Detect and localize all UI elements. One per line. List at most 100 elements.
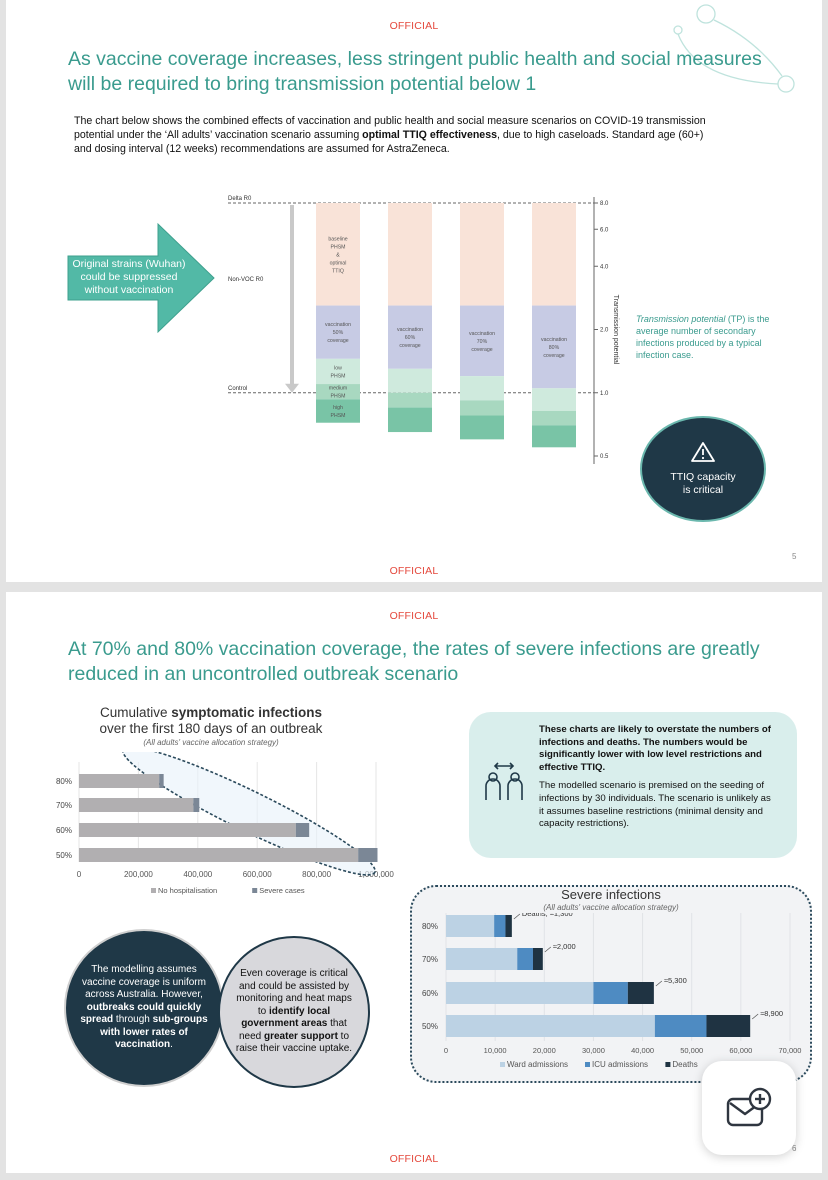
tp-segment-label: coverage: [399, 343, 420, 349]
suppression-arrow-head: [285, 383, 299, 393]
intro-text-bold: optimal TTIQ effectiveness: [362, 129, 497, 141]
bar-segment: [193, 798, 200, 812]
tp-segment-label: coverage: [543, 353, 564, 359]
tp-segment: [532, 388, 576, 411]
legend-swatch: [500, 1062, 505, 1067]
tp-segment-label: 70%: [477, 339, 488, 345]
y-axis-label: Transmission potential: [612, 295, 619, 365]
official-marking-footer: OFFICIAL: [389, 565, 439, 577]
tp-segment: [532, 305, 576, 389]
official-marking: OFFICIAL: [389, 610, 439, 622]
gc-d: greater support: [264, 1030, 338, 1042]
x-tick-label: 30,000: [582, 1046, 605, 1055]
warning-icon: [691, 442, 715, 462]
gc-a: Even coverage is critical and could be a…: [236, 967, 352, 1017]
tp-segment: [316, 305, 360, 359]
x-tick-label: 0: [77, 870, 82, 879]
gc-c: that need: [238, 1018, 347, 1042]
symptomatic-title-a: Cumulative: [99, 705, 172, 720]
legend-label: Ward admissions: [507, 1060, 568, 1069]
tp-segment-label: baseline: [328, 236, 347, 242]
category-label: 60%: [56, 826, 72, 835]
legend-swatch: [585, 1062, 590, 1067]
severe-chart-title: Severe infections: [561, 887, 661, 902]
tp-segment: [460, 203, 504, 306]
bar-segment: [79, 823, 296, 837]
x-tick-label: 70,000: [779, 1046, 802, 1055]
x-tick-label: 200,000: [124, 870, 153, 879]
caveat-box: These charts are likely to overstate the…: [469, 712, 797, 858]
tp-segment-label: 60%: [405, 335, 416, 341]
category-label: 70%: [422, 955, 438, 964]
tp-segment-label: medium: [329, 386, 347, 392]
tp-segment-label: 50%: [333, 330, 344, 336]
tp-segment: [316, 399, 360, 423]
social-distancing-icon: [485, 762, 523, 800]
arrow-label: Original strains (Wuhan) could be suppre…: [72, 258, 186, 296]
category-label: 60%: [422, 989, 438, 998]
page-number: 5: [792, 552, 797, 561]
legend-swatch: [151, 888, 156, 893]
bar-segment: [517, 948, 533, 970]
severe-chart-subtitle: (All adults' vaccine allocation strategy…: [543, 903, 679, 912]
intro-text-a: The chart below shows the combined effec…: [74, 115, 706, 141]
tp-segment-label: vaccination: [541, 337, 567, 343]
annotation-leader: [513, 913, 521, 920]
bar-segment: [79, 774, 160, 788]
uniform-coverage-circle: The modelling assumes vaccine coverage i…: [64, 929, 224, 1087]
original-strains-arrow: [67, 222, 215, 334]
annotation-leader: [751, 1013, 759, 1020]
reference-label: Control: [228, 386, 247, 392]
tp-segment-label: 80%: [549, 345, 560, 351]
tp-segment: [388, 392, 432, 408]
tp-definition: Transmission potential (TP) is the avera…: [636, 313, 776, 361]
bar-segment: [358, 848, 378, 862]
page-number: 6: [792, 1144, 797, 1153]
caveat-bold-text: These charts are likely to overstate the…: [539, 724, 777, 774]
decorative-network-graphic: [673, 4, 795, 93]
tp-definition-text: (TP) is the average number of secondary …: [636, 314, 770, 360]
bar-segment: [295, 823, 310, 837]
symptomatic-chart-subtitle: (All adults' vaccine allocation strategy…: [143, 738, 279, 747]
category-label: 50%: [56, 851, 72, 860]
x-tick-label: 400,000: [183, 870, 212, 879]
tp-segment: [532, 203, 576, 306]
y-tick-label: 4.0: [600, 264, 609, 270]
slide-6: OFFICIAL At 70% and 80% vaccination cove…: [6, 592, 822, 1173]
legend-swatch: [252, 888, 258, 893]
bar-segment: [627, 982, 654, 1004]
symptomatic-infections-chart: 0 200,000 400,000 600,000 800,000 1,000,000 80…: [56, 752, 394, 895]
tp-segment-label: &: [336, 252, 340, 258]
gc-b: identify local government areas: [241, 1005, 331, 1030]
x-tick-label: 0: [444, 1046, 448, 1055]
bar-segment: [159, 774, 164, 788]
tp-segment: [532, 410, 576, 426]
bar-segment: [505, 915, 512, 937]
bar-segment: [79, 798, 194, 812]
bar-segment: [494, 915, 506, 937]
slide-title: As vaccine coverage increases, less stri…: [68, 48, 762, 95]
tp-segment-label: PHSM: [331, 394, 346, 400]
bar-segment: [446, 982, 594, 1004]
add-to-inbox-button[interactable]: [702, 1061, 796, 1155]
category-label: 70%: [56, 801, 72, 810]
caveat-bold: These charts are likely to overstate the…: [539, 724, 771, 773]
tp-definition-term: Transmission potential: [636, 314, 726, 324]
bar-segment: [532, 948, 543, 970]
bar-segment: [79, 848, 359, 862]
annotation-leader: [655, 980, 663, 987]
transmission-potential-chart: Delta R0 Non-VOC R0 Control 0.5 1.0 2.0 4.0 6.0…: [228, 196, 619, 464]
deaths-annotation: ≈2,000: [553, 942, 576, 951]
tp-segment-label: vaccination: [397, 327, 423, 333]
tp-segment: [388, 305, 432, 369]
highlight-ellipse: [122, 752, 376, 876]
dc-e: .: [170, 1039, 173, 1051]
tp-segment: [460, 305, 504, 377]
tp-segment: [460, 415, 504, 440]
tp-segment: [460, 400, 504, 416]
reference-label: Delta R0: [228, 196, 252, 202]
symptomatic-title-c: over the first 180 days of an outbreak: [99, 721, 323, 736]
official-marking: OFFICIAL: [389, 20, 439, 32]
tp-segment: [316, 358, 360, 385]
dc-d: sub-groups with lower rates of vaccinati…: [100, 1014, 208, 1051]
